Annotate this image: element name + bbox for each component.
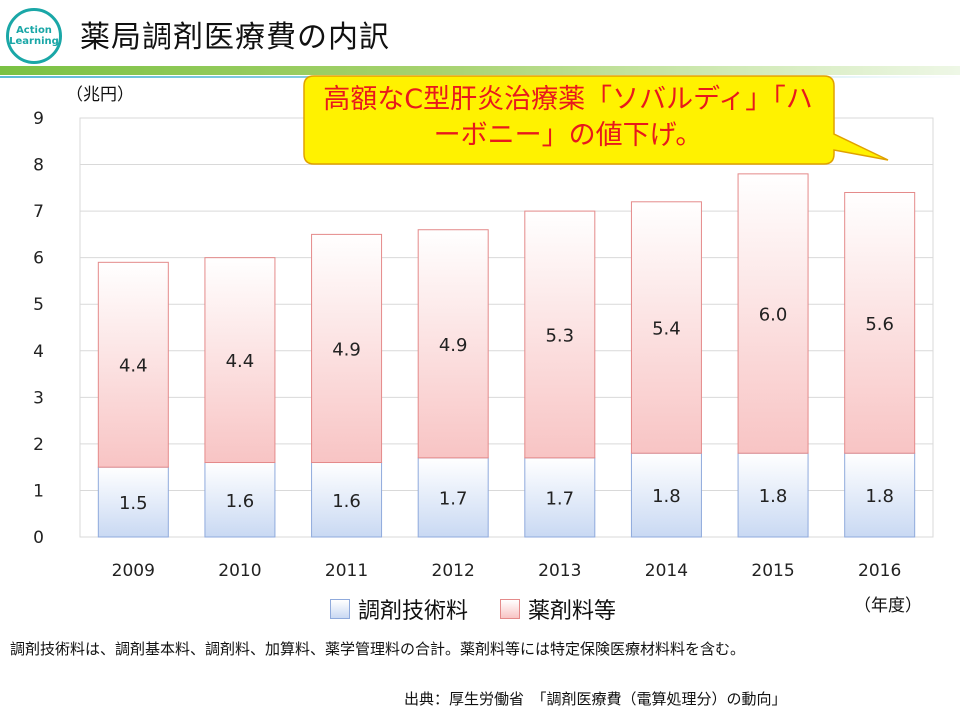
data-label-drug-cost-2009: 4.4 [119, 356, 148, 377]
bar-drug-cost-2013 [524, 210, 596, 459]
x-tick-label-2011: 2011 [325, 561, 368, 581]
data-label-drug-cost-2012: 4.9 [439, 335, 468, 356]
y-tick-label: 1 [33, 481, 44, 501]
callout-text: 高額なC型肝炎治療薬「ソバルディ」「ハーボニー」の値下げ。 [323, 84, 813, 151]
logo-line1: Action [16, 25, 52, 36]
bar-drug-cost-2012 [417, 229, 489, 459]
data-label-drug-cost-2015: 6.0 [759, 305, 788, 326]
logo-line2: Learning [9, 36, 59, 47]
y-tick-label: 8 [33, 156, 44, 176]
x-tick-label-2014: 2014 [645, 561, 688, 581]
bar-dispensing-fee-2016 [844, 452, 916, 538]
y-tick-label: 7 [33, 202, 44, 222]
data-label-dispensing-fee-2013: 1.7 [545, 488, 574, 509]
bar-dispensing-fee-2010 [204, 462, 276, 538]
data-label-dispensing-fee-2012: 1.7 [439, 488, 468, 509]
data-label-drug-cost-2011: 4.9 [332, 339, 361, 360]
legend-label-drug-cost: 薬剤料等 [528, 599, 617, 624]
x-axis-unit-label: （年度） [854, 596, 922, 616]
data-label-drug-cost-2016: 5.6 [865, 314, 894, 335]
bar-drug-cost-2009 [97, 261, 169, 468]
source-citation: 出典：厚生労働省 「調剤医療費（電算処理分）の動向」 [404, 690, 787, 708]
y-tick-label: 2 [33, 435, 44, 455]
action-learning-logo: Action Learning [6, 8, 62, 64]
data-label-dispensing-fee-2015: 1.8 [759, 486, 788, 507]
data-label-dispensing-fee-2014: 1.8 [652, 486, 681, 507]
x-tick-label-2009: 2009 [112, 561, 155, 581]
y-tick-label: 6 [33, 249, 44, 269]
data-label-dispensing-fee-2016: 1.8 [865, 486, 894, 507]
legend: 調剤技術料 薬剤料等 [330, 593, 616, 625]
bar-drug-cost-2011 [311, 233, 383, 464]
y-axis-unit-label: （兆円） [66, 85, 134, 105]
data-label-dispensing-fee-2011: 1.6 [332, 491, 361, 512]
legend-label-dispensing-fee: 調剤技術料 [358, 599, 469, 624]
legend-swatch-drug-cost [500, 599, 521, 619]
x-tick-label-2016: 2016 [858, 561, 901, 581]
y-tick-label: 0 [33, 528, 44, 548]
data-label-drug-cost-2014: 5.4 [652, 319, 681, 340]
bar-drug-cost-2016 [844, 191, 916, 454]
bar-drug-cost-2010 [204, 257, 276, 464]
data-label-drug-cost-2013: 5.3 [545, 325, 574, 346]
title-divider [0, 66, 960, 75]
page-title: 薬局調剤医療費の内訳 [80, 20, 390, 55]
y-tick-label: 5 [33, 295, 44, 315]
bar-dispensing-fee-2011 [311, 462, 383, 538]
callout-bubble [303, 75, 889, 165]
y-tick-label: 9 [33, 109, 44, 129]
bar-dispensing-fee-2014 [630, 452, 702, 538]
x-tick-label-2010: 2010 [218, 561, 261, 581]
x-tick-label-2013: 2013 [538, 561, 581, 581]
footnote: 調剤技術料は、調剤基本料、調剤料、加算料、薬学管理料の合計。薬剤料等には特定保険… [10, 640, 746, 658]
data-label-dispensing-fee-2010: 1.6 [226, 491, 255, 512]
bar-drug-cost-2014 [630, 201, 702, 454]
y-tick-label: 4 [33, 342, 44, 362]
bar-dispensing-fee-2013 [524, 457, 596, 538]
legend-swatch-dispensing-fee [330, 599, 350, 619]
x-tick-label-2015: 2015 [751, 561, 794, 581]
y-tick-label: 3 [33, 388, 44, 408]
x-tick-label-2012: 2012 [432, 561, 475, 581]
bar-drug-cost-2015 [737, 173, 809, 454]
data-label-drug-cost-2010: 4.4 [226, 351, 255, 372]
data-label-dispensing-fee-2009: 1.5 [119, 493, 148, 514]
bar-dispensing-fee-2015 [737, 452, 809, 538]
